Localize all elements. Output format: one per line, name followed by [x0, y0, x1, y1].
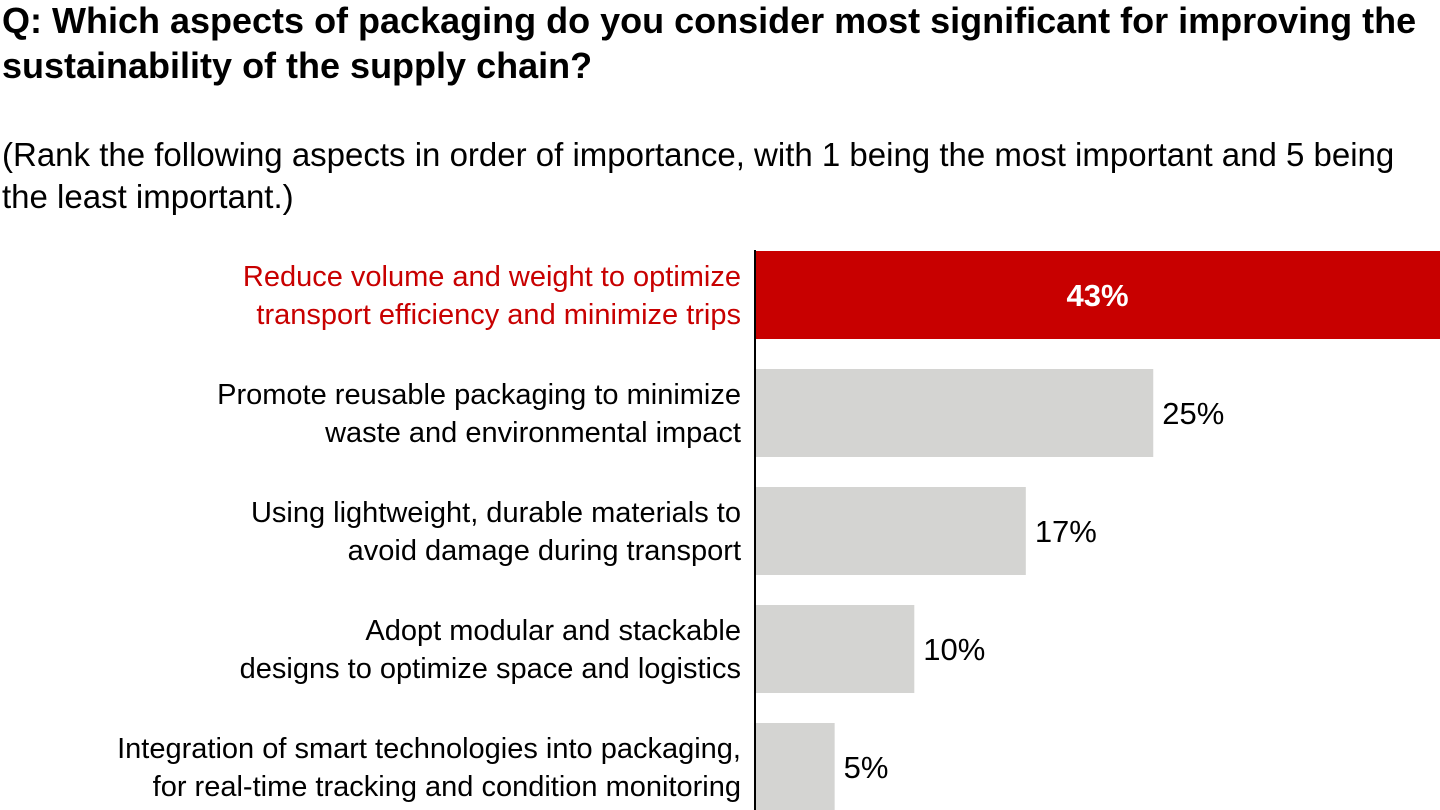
value-label-1: 43%: [1066, 278, 1128, 313]
bar-5: [755, 723, 835, 810]
bar-4: [755, 605, 915, 693]
chart-title: Q: Which aspects of packaging do you con…: [2, 0, 1417, 86]
value-label-3: 17%: [1035, 514, 1097, 549]
value-label-2: 25%: [1162, 396, 1224, 431]
category-label-1: Reduce volume and weight to optimize tran…: [243, 261, 741, 331]
value-label-4: 10%: [923, 632, 985, 667]
category-label-5: Integration of smart technologies into p…: [117, 733, 741, 803]
category-label-2: Promote reusable packaging to minimize wa…: [217, 379, 741, 449]
value-label-5: 5%: [844, 750, 889, 785]
category-label-4: Adopt modular and stackable designs to op…: [240, 615, 741, 685]
chart-subtitle: (Rank the following aspects in order of …: [2, 136, 1395, 215]
bar-2: [755, 369, 1154, 457]
category-label-3: Using lightweight, durable materials to a…: [251, 497, 741, 567]
bar-3: [755, 487, 1026, 575]
bar-1: [755, 251, 1440, 339]
